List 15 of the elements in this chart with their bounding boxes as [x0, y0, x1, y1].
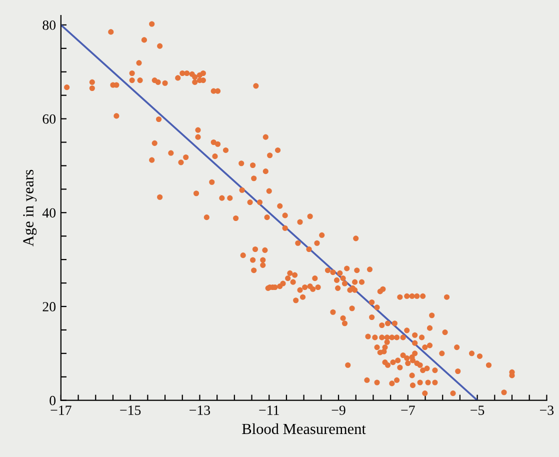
x-axis-title: Blood Measurement [242, 423, 366, 434]
y-tick-label: 80 [42, 20, 56, 30]
y-axis-title: Age in years [23, 170, 37, 246]
y-tick-label: 40 [42, 208, 56, 218]
x-tick-label: −15 [120, 406, 141, 415]
y-tick-label: 0 [50, 396, 56, 406]
x-tick-label: −9 [332, 406, 346, 415]
x-tick-label: −5 [470, 406, 484, 415]
x-tick-label: −13 [190, 406, 210, 415]
y-tick-label: 20 [42, 302, 56, 312]
x-tick-label: −17 [50, 406, 72, 415]
x-tick-label: −11 [259, 406, 279, 415]
y-tick-label: 60 [42, 114, 56, 124]
x-tick-label: −3 [540, 406, 554, 415]
x-tick-label: −7 [401, 406, 415, 415]
